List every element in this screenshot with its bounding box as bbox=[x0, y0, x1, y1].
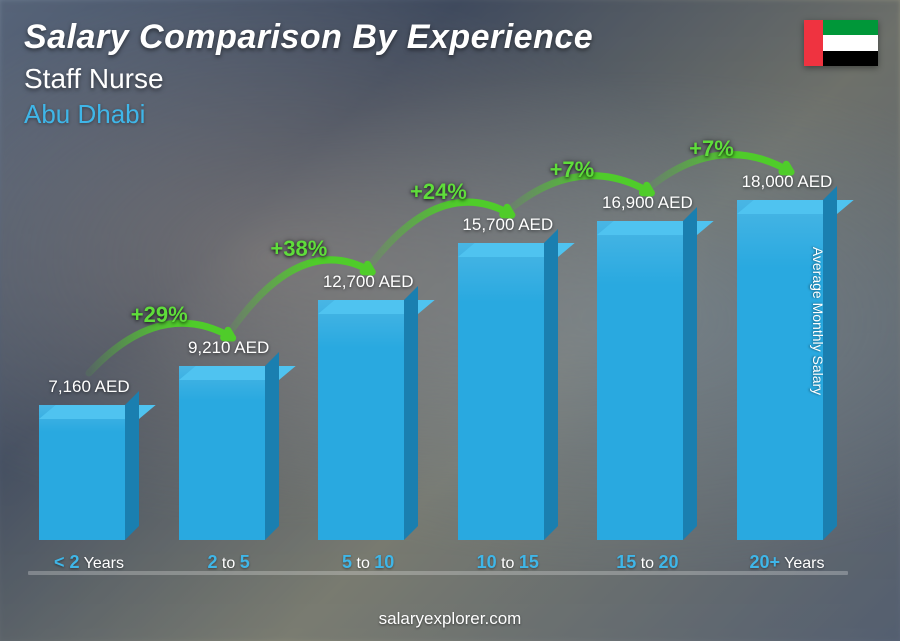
increase-label: +24% bbox=[410, 179, 467, 205]
bar-front-face bbox=[179, 366, 265, 540]
bar-group: 7,160 AED < 2 Years bbox=[28, 377, 150, 573]
bar-value-label: 9,210 AED bbox=[188, 338, 269, 358]
category-label: 2 to 5 bbox=[207, 552, 249, 573]
category-label: < 2 Years bbox=[54, 552, 124, 573]
increase-label: +7% bbox=[550, 157, 595, 183]
bar-value-label: 12,700 AED bbox=[323, 272, 414, 292]
bar-front-face bbox=[597, 221, 683, 540]
bar-side-face bbox=[265, 352, 279, 540]
bar-group: 9,210 AED 2 to 5 bbox=[168, 338, 290, 573]
page-title: Salary Comparison By Experience bbox=[24, 18, 593, 57]
bar bbox=[597, 221, 697, 540]
increase-label: +7% bbox=[689, 136, 734, 162]
flag-red bbox=[804, 20, 823, 66]
y-axis-label: Average Monthly Salary bbox=[810, 246, 826, 394]
bar-group: 15,700 AED 10 to 15 bbox=[447, 215, 569, 573]
bar-front-face bbox=[318, 300, 404, 540]
bar-value-label: 18,000 AED bbox=[742, 172, 833, 192]
footer-attribution: salaryexplorer.com bbox=[0, 609, 900, 629]
category-label: 20+ Years bbox=[749, 552, 824, 573]
bar-side-face bbox=[125, 391, 139, 540]
category-label: 10 to 15 bbox=[477, 552, 539, 573]
bar bbox=[179, 366, 279, 540]
bar-group: 16,900 AED 15 to 20 bbox=[586, 193, 708, 573]
bar-group: 18,000 AED 20+ Years bbox=[726, 172, 848, 573]
subtitle: Staff Nurse bbox=[24, 63, 593, 95]
uae-flag-icon bbox=[804, 20, 878, 66]
header: Salary Comparison By Experience Staff Nu… bbox=[24, 18, 593, 130]
bar-value-label: 16,900 AED bbox=[602, 193, 693, 213]
category-label: 5 to 10 bbox=[342, 552, 394, 573]
increase-label: +29% bbox=[131, 302, 188, 328]
bar bbox=[458, 243, 558, 540]
bar-front-face bbox=[458, 243, 544, 540]
bar-side-face bbox=[404, 286, 418, 540]
bar-side-face bbox=[544, 229, 558, 540]
bar-front-face bbox=[39, 405, 125, 540]
bar-value-label: 7,160 AED bbox=[48, 377, 129, 397]
bar-group: 12,700 AED 5 to 10 bbox=[307, 272, 429, 573]
category-label: 15 to 20 bbox=[616, 552, 678, 573]
increase-label: +38% bbox=[270, 236, 327, 262]
bar bbox=[39, 405, 139, 540]
location: Abu Dhabi bbox=[24, 99, 593, 130]
bar-value-label: 15,700 AED bbox=[462, 215, 553, 235]
bar-side-face bbox=[683, 207, 697, 540]
bar bbox=[318, 300, 418, 540]
